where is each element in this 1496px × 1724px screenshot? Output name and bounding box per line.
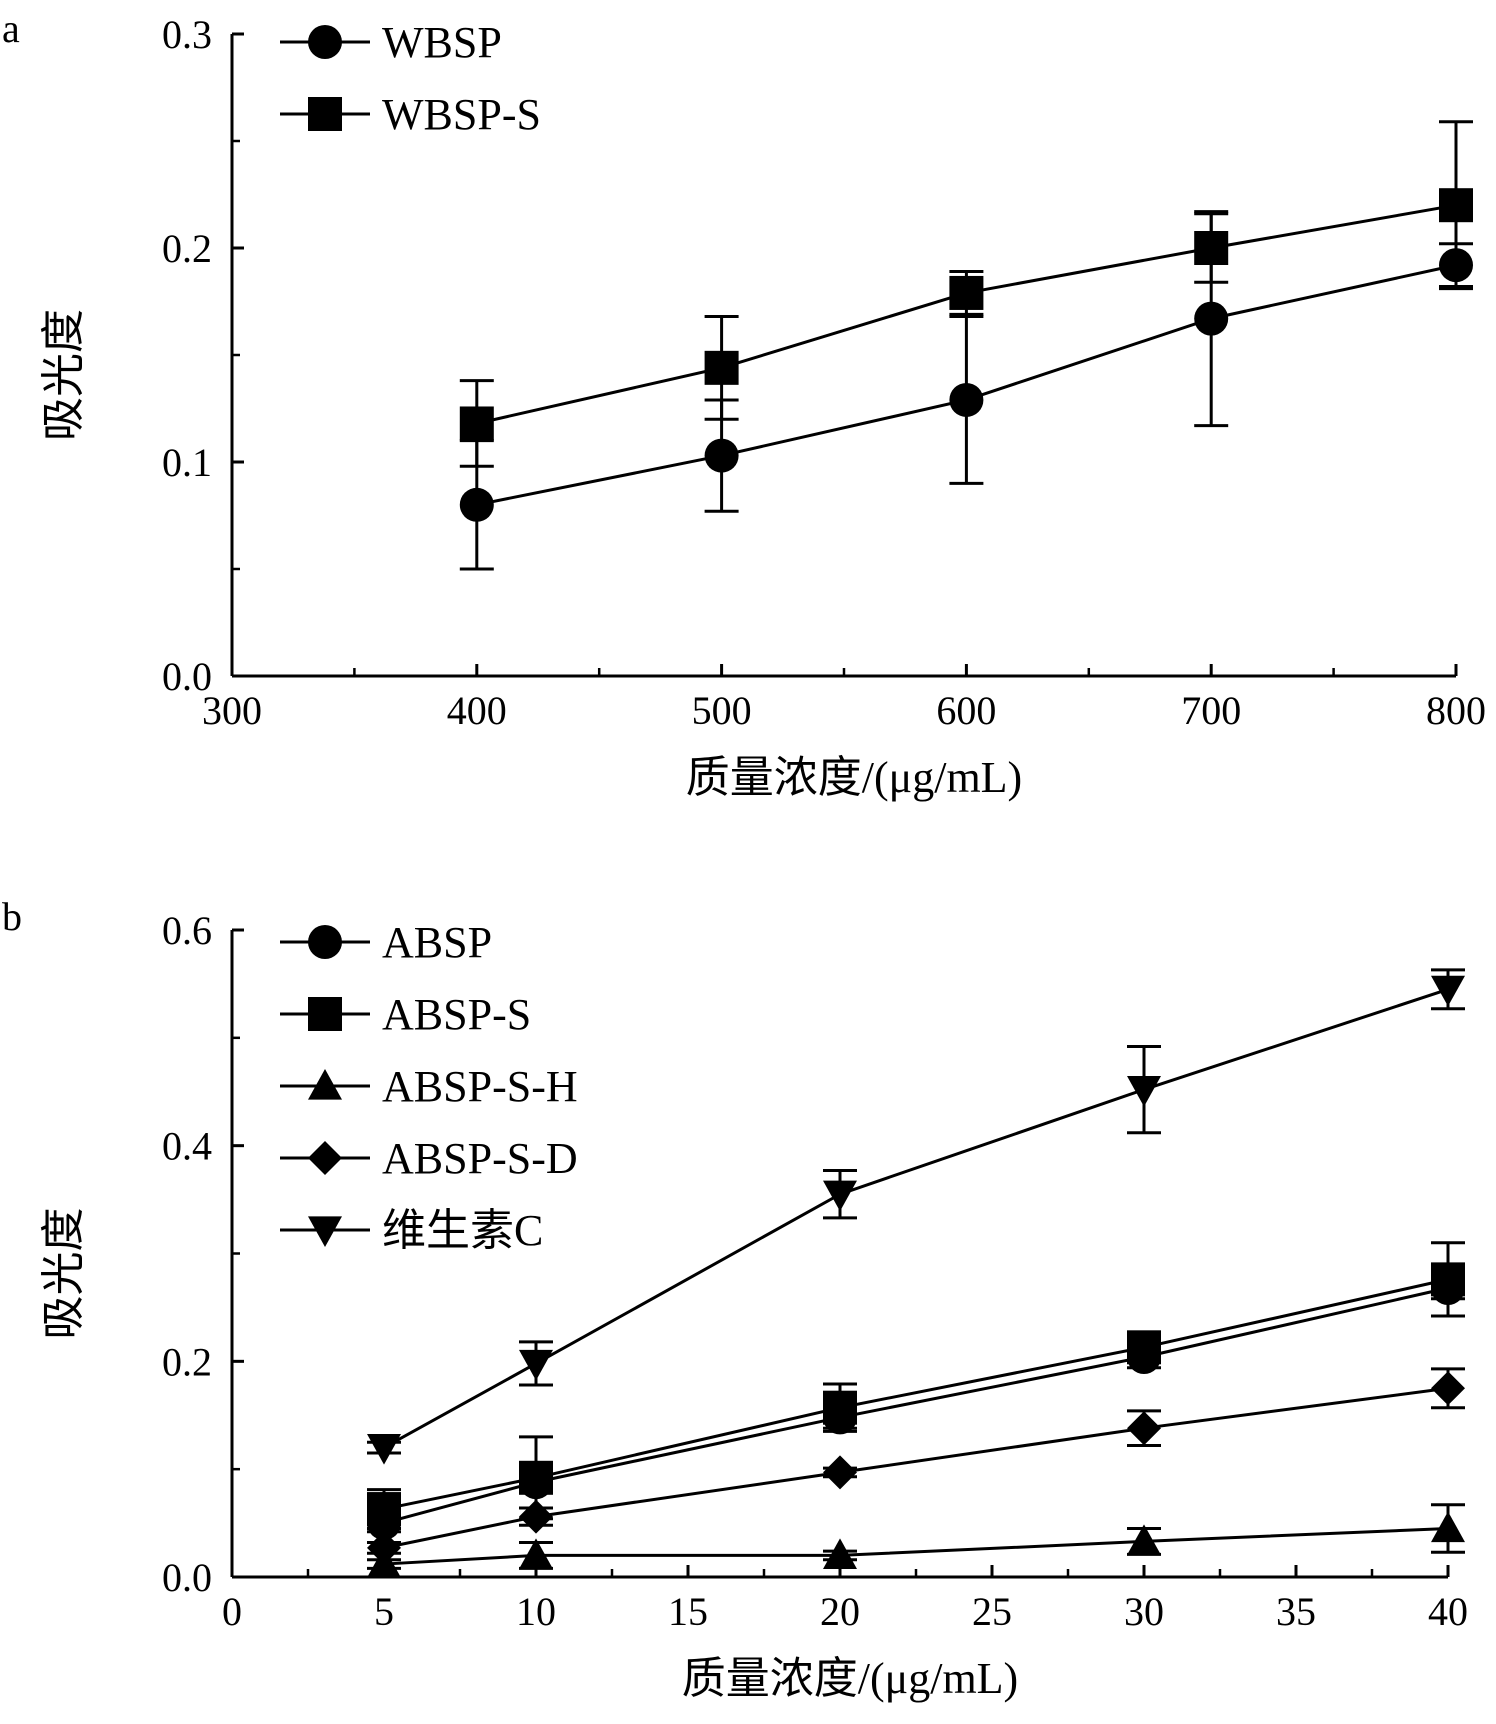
series-triangle-down: [367, 968, 1465, 1465]
data-point: [519, 1538, 553, 1570]
x-tick-label: 15: [668, 1589, 708, 1634]
x-tick-label: 40: [1428, 1589, 1468, 1634]
data-point: [1431, 1371, 1465, 1406]
data-point: [367, 1434, 401, 1465]
legend-marker: [308, 925, 342, 959]
series-triangle-up: [367, 1503, 1465, 1578]
series-square: [367, 1241, 1465, 1530]
data-point: [1127, 1411, 1161, 1446]
y-axis-label: 吸光度: [39, 309, 88, 441]
legend-label: ABSP-S-H: [382, 1062, 578, 1111]
legend: ABSP ABSP-S ABSP-S-H ABSP-S-D 维生素C: [280, 918, 578, 1255]
data-point: [367, 1530, 401, 1565]
legend-label: WBSP: [382, 18, 502, 67]
x-axis-label: 质量浓度/(μg/mL): [686, 753, 1022, 802]
x-tick-label: 500: [692, 688, 752, 733]
data-point: [1439, 188, 1473, 223]
panel-b-chart: 0 5 10 15 20 25 30 35 40 0.0 0.2 0.4 0.6 质量浓度/(μg/mL)…: [2, 894, 1468, 1703]
y-tick-label: 0.2: [162, 226, 212, 271]
y-tick-label: 0.2: [162, 1339, 212, 1384]
x-tick-label: 0: [222, 1589, 242, 1634]
y-tick-label: 0.0: [162, 654, 212, 699]
data-point: [519, 1499, 553, 1534]
x-tick-label: 400: [447, 688, 507, 733]
legend-label: ABSP: [382, 918, 492, 967]
data-point: [1431, 1262, 1465, 1297]
data-point: [1194, 231, 1229, 265]
data-point: [1127, 1330, 1161, 1365]
x-tick-label: 5: [374, 1589, 394, 1634]
y-tick-label: 0.4: [162, 1124, 212, 1169]
data-point: [823, 1390, 857, 1425]
x-tick-label: 300: [202, 688, 262, 733]
y-tick-label: 0.3: [162, 12, 212, 57]
y-axis-label: 吸光度: [39, 1208, 88, 1340]
series-square: [459, 120, 1473, 468]
legend-marker: [308, 97, 342, 131]
legend-label: ABSP-S-D: [382, 1134, 578, 1183]
data-point: [1127, 1524, 1161, 1556]
legend-marker: [308, 997, 342, 1031]
data-point: [949, 382, 984, 417]
x-tick-label: 25: [972, 1589, 1012, 1634]
data-point: [823, 1180, 857, 1212]
data-point: [1127, 1075, 1161, 1107]
legend: WBSP WBSP-S: [280, 18, 541, 139]
data-point: [459, 406, 494, 441]
data-point: [1431, 975, 1465, 1007]
legend-marker: [308, 1069, 342, 1100]
legend-label: ABSP-S: [382, 990, 531, 1039]
y-tick-label: 0.0: [162, 1555, 212, 1600]
data-point: [1194, 301, 1229, 336]
legend-marker: [308, 25, 342, 59]
legend-marker: [308, 1216, 342, 1247]
y-tick-label: 0.1: [162, 440, 212, 485]
data-point: [367, 1492, 401, 1527]
series-diamond: [367, 1367, 1465, 1565]
legend-label: 维生素C: [382, 1206, 543, 1255]
panel-label: a: [2, 6, 20, 51]
data-point: [823, 1455, 857, 1490]
legend-label: WBSP-S: [382, 90, 541, 139]
series-circle: [459, 210, 1473, 571]
data-point: [823, 1538, 857, 1570]
x-tick-label: 600: [936, 688, 996, 733]
data-point: [704, 438, 739, 473]
data-point: [519, 1460, 553, 1495]
series-line: [383, 987, 1449, 1449]
panel-a-chart: 300 400 500 600 700 800 0.0 0.1 0.2 0.3 质量浓度/(μg/m…: [2, 6, 1486, 802]
data-point: [949, 275, 984, 310]
x-tick-label: 10: [516, 1589, 556, 1634]
x-tick-label: 800: [1426, 688, 1486, 733]
x-tick-label: 35: [1276, 1589, 1316, 1634]
x-tick-label: 20: [820, 1589, 860, 1634]
panel-label: b: [2, 894, 22, 939]
data-point: [704, 350, 739, 385]
data-point: [519, 1349, 553, 1381]
x-tick-label: 700: [1181, 688, 1241, 733]
legend-marker: [308, 1141, 342, 1175]
x-axis-label: 质量浓度/(μg/mL): [682, 1654, 1018, 1703]
x-tick-label: 30: [1124, 1589, 1164, 1634]
data-point: [459, 487, 494, 522]
data-point: [1431, 1511, 1465, 1543]
y-tick-label: 0.6: [162, 908, 212, 953]
